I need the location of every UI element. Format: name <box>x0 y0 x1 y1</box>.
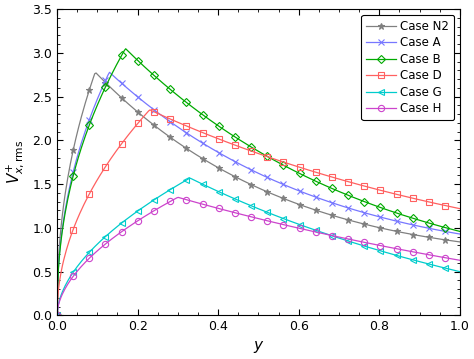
Case G <box>188 176 193 181</box>
Line: Case D: Case D <box>54 107 463 318</box>
Case N2 <box>295 202 301 206</box>
Case A <box>395 219 401 224</box>
Case B <box>295 171 301 175</box>
Case B <box>294 170 300 174</box>
Case B <box>302 174 308 178</box>
Case H <box>420 252 426 256</box>
Case H <box>175 195 181 200</box>
Case D <box>55 289 61 293</box>
Case G <box>54 313 60 318</box>
Case A <box>107 70 112 74</box>
Case D <box>457 206 463 211</box>
Line: Case A: Case A <box>54 69 463 318</box>
Case N2 <box>457 240 463 244</box>
Case A <box>457 232 463 236</box>
X-axis label: $y$: $y$ <box>253 339 264 355</box>
Case A <box>295 188 301 193</box>
Case H <box>294 225 300 230</box>
Case H <box>55 303 61 308</box>
Case G <box>302 224 308 229</box>
Case B <box>420 219 426 224</box>
Case G <box>420 261 426 265</box>
Case D <box>420 199 426 203</box>
Case N2 <box>55 259 61 264</box>
Case D <box>395 192 401 197</box>
Case N2 <box>420 234 426 239</box>
Case H <box>295 226 301 230</box>
Case H <box>54 313 60 318</box>
Case N2 <box>54 313 60 318</box>
Case D <box>302 167 308 171</box>
Case D <box>294 164 300 168</box>
Case N2 <box>395 229 401 234</box>
Case A <box>55 266 61 271</box>
Case G <box>457 270 463 274</box>
Case B <box>123 47 128 51</box>
Case G <box>295 222 301 226</box>
Case H <box>302 228 308 232</box>
Case B <box>457 229 463 234</box>
Case G <box>294 222 300 226</box>
Case N2 <box>302 204 308 209</box>
Case G <box>55 302 61 307</box>
Legend: Case N2, Case A, Case B, Case D, Case G, Case H: Case N2, Case A, Case B, Case D, Case G,… <box>362 15 454 120</box>
Case D <box>295 165 301 169</box>
Case A <box>420 225 426 229</box>
Line: Case G: Case G <box>54 175 463 318</box>
Case B <box>395 211 401 216</box>
Case D <box>54 313 60 318</box>
Case H <box>457 258 463 262</box>
Case A <box>302 191 308 195</box>
Line: Case H: Case H <box>54 194 463 318</box>
Case A <box>294 188 300 192</box>
Case G <box>395 253 401 258</box>
Case A <box>54 313 60 318</box>
Line: Case B: Case B <box>54 46 463 318</box>
Case D <box>147 108 153 112</box>
Y-axis label: $V_{x,\mathrm{rms}}^{+}$: $V_{x,\mathrm{rms}}^{+}$ <box>4 140 27 184</box>
Case H <box>395 247 401 251</box>
Case B <box>54 313 60 318</box>
Line: Case N2: Case N2 <box>54 70 463 318</box>
Case N2 <box>93 71 99 75</box>
Case N2 <box>294 201 300 206</box>
Case B <box>55 268 61 272</box>
